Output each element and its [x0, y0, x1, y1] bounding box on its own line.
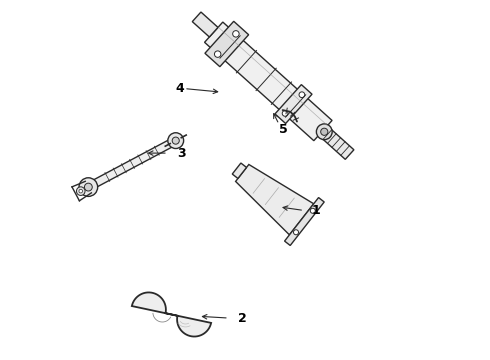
Polygon shape: [204, 22, 332, 141]
Polygon shape: [89, 139, 175, 189]
Polygon shape: [318, 126, 354, 159]
Polygon shape: [205, 21, 248, 67]
Polygon shape: [232, 163, 246, 179]
Circle shape: [215, 51, 221, 57]
Polygon shape: [132, 292, 211, 337]
Circle shape: [310, 208, 315, 213]
Circle shape: [299, 92, 305, 98]
Text: 2: 2: [238, 311, 246, 325]
Text: 5: 5: [279, 123, 288, 136]
Circle shape: [84, 183, 92, 191]
Polygon shape: [236, 165, 314, 235]
Circle shape: [317, 124, 332, 140]
Text: 1: 1: [311, 204, 320, 217]
Circle shape: [233, 31, 239, 37]
Circle shape: [76, 187, 85, 195]
Polygon shape: [192, 12, 218, 37]
Circle shape: [172, 137, 179, 144]
Circle shape: [79, 189, 82, 193]
Circle shape: [168, 133, 184, 149]
Circle shape: [282, 111, 288, 116]
Circle shape: [294, 230, 298, 235]
Polygon shape: [285, 198, 324, 246]
Polygon shape: [275, 85, 312, 123]
Circle shape: [79, 178, 98, 197]
Text: 3: 3: [177, 147, 186, 159]
Circle shape: [320, 128, 328, 135]
Text: 4: 4: [175, 82, 184, 95]
